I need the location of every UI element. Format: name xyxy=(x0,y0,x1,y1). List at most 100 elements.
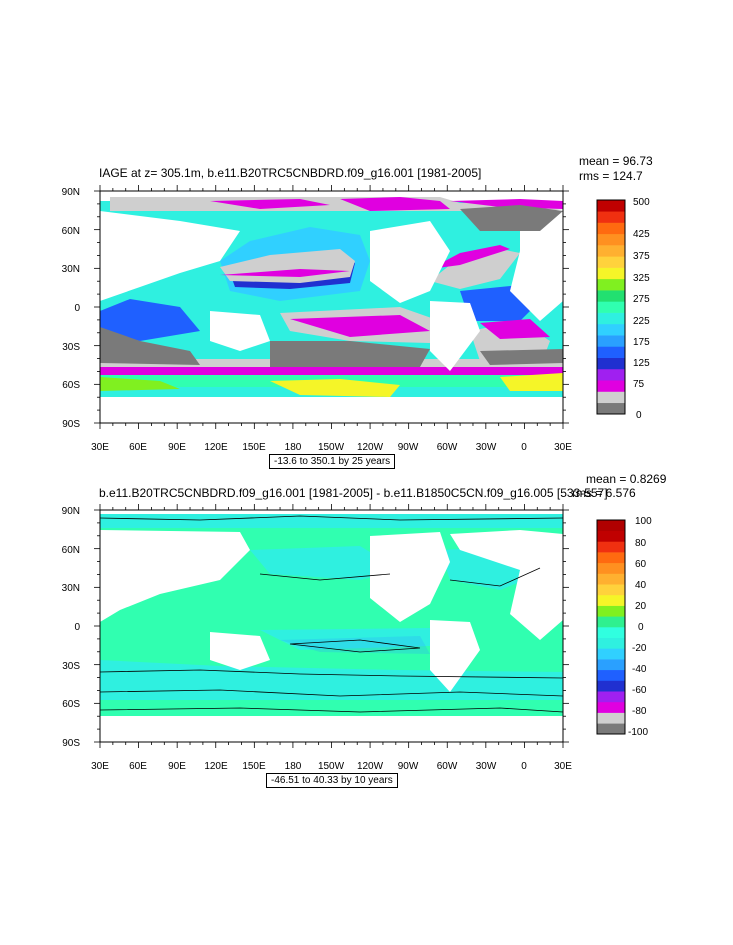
lon-label: 150W xyxy=(318,442,345,453)
colorbar-labels: 500 425 375 325 275 225 175 125 75 0 xyxy=(633,197,650,421)
lon-label: 60W xyxy=(437,761,458,772)
lat-labels: 90N 60N 30N 0 30S 60S 90S xyxy=(62,187,81,430)
colorbar-label: 0 xyxy=(636,410,642,421)
lat-label: 90S xyxy=(62,419,80,430)
field-patch xyxy=(220,269,350,277)
lon-label: 120E xyxy=(204,761,228,772)
field-patch xyxy=(460,205,563,231)
colorbar-labels: 100 80 60 40 20 0 -20 -40 -60 -80 -100 xyxy=(628,516,652,738)
field-patch xyxy=(100,299,200,341)
field-patch xyxy=(250,546,400,580)
colorbar-swatch xyxy=(597,278,625,291)
land-mass xyxy=(370,221,450,303)
land-mass xyxy=(100,211,240,301)
colorbar-label: 425 xyxy=(633,229,650,240)
colorbar-swatch xyxy=(597,520,625,531)
field-patch xyxy=(480,349,563,365)
land-mass xyxy=(100,530,250,622)
colorbar-label: 125 xyxy=(633,358,650,369)
lat-label: 60S xyxy=(62,380,80,391)
colorbar-label: 100 xyxy=(635,516,652,527)
panel-title: b.e11.B20TRC5CNBDRD.f09_g16.001 [1981-20… xyxy=(99,486,608,500)
colorbar-swatch xyxy=(597,573,625,585)
colorbar-swatch xyxy=(597,627,625,638)
field-patch xyxy=(100,700,563,714)
mean-stat: mean = 0.8269 xyxy=(586,472,667,486)
lat-label: 30N xyxy=(62,583,80,594)
colorbar-swatch xyxy=(597,245,625,257)
field-patch xyxy=(340,197,450,211)
colorbar-label: 60 xyxy=(635,559,647,570)
lat-label: 90S xyxy=(62,738,80,749)
field-patch xyxy=(100,510,563,528)
map-1: 90N 60N 30N 0 30S 60S 90S 30E 60E 90E 12… xyxy=(62,185,650,453)
colorbar-label: 80 xyxy=(635,538,647,549)
colorbar-swatch xyxy=(597,402,625,415)
lat-label: 60N xyxy=(62,226,80,237)
lon-label: 30E xyxy=(554,442,572,453)
lon-label: 0 xyxy=(521,761,527,772)
lon-label: 90E xyxy=(168,442,186,453)
lat-label: 90N xyxy=(62,187,80,198)
colorbar-swatch xyxy=(597,605,625,617)
lat-labels: 90N 60N 30N 0 30S 60S 90S xyxy=(62,506,81,749)
lon-labels: 30E 60E 90E 120E 150E 180 150W 120W 90W … xyxy=(91,442,572,453)
colorbar-label: 325 xyxy=(633,273,650,284)
colorbar xyxy=(596,519,626,735)
lon-label: 90E xyxy=(168,761,186,772)
colorbar-swatch xyxy=(597,380,625,392)
field-patch xyxy=(500,373,563,391)
lon-label: 150W xyxy=(318,761,345,772)
colorbar-swatch xyxy=(597,594,625,606)
land-mass xyxy=(370,532,450,622)
field-patch xyxy=(100,367,563,375)
land-mass xyxy=(210,311,270,351)
lat-label: 30S xyxy=(62,661,80,672)
lat-label: 30S xyxy=(62,342,80,353)
colorbar-swatch xyxy=(597,323,625,336)
colorbar-label: 375 xyxy=(633,251,650,262)
lon-label: 30E xyxy=(554,761,572,772)
colorbar-swatch xyxy=(597,723,625,735)
colorbar-label: -60 xyxy=(632,685,647,696)
lon-label: 30W xyxy=(476,442,497,453)
colorbar-label: -20 xyxy=(632,643,647,654)
field-patch xyxy=(290,315,430,337)
colorbar-swatch xyxy=(597,584,625,596)
field-patch xyxy=(260,628,430,650)
lon-label: 60E xyxy=(129,761,147,772)
colorbar-label: 20 xyxy=(635,601,647,612)
land-mass xyxy=(100,397,563,423)
colorbar-swatch xyxy=(597,541,625,553)
lon-label: 180 xyxy=(285,761,302,772)
lon-label: 180 xyxy=(285,442,302,453)
lon-label: 120W xyxy=(357,761,384,772)
lon-label: 120W xyxy=(357,442,384,453)
colorbar-label: -80 xyxy=(632,706,647,717)
colorbar xyxy=(596,199,626,415)
lon-label: 0 xyxy=(521,442,527,453)
colorbar-swatch xyxy=(597,357,625,370)
lat-label: 90N xyxy=(62,506,80,517)
colorbar-swatch xyxy=(597,691,625,703)
colorbar-swatch xyxy=(597,200,625,212)
lon-labels: 30E 60E 90E 120E 150E 180 150W 120W 90W … xyxy=(91,761,572,772)
colorbar-swatch xyxy=(597,256,625,268)
lon-label: 30E xyxy=(91,761,109,772)
axis-ticks xyxy=(94,504,569,748)
contour-info: -13.6 to 350.1 by 25 years xyxy=(269,454,396,469)
land-mass xyxy=(450,530,563,640)
field-patch xyxy=(480,319,550,339)
colorbar-swatch xyxy=(597,301,625,313)
colorbar-label: 225 xyxy=(633,316,650,327)
field-patch xyxy=(100,191,563,201)
colorbar-swatch xyxy=(597,346,625,358)
colorbar-swatch xyxy=(597,659,625,671)
rms-stat: rms = 124.7 xyxy=(579,169,643,183)
lon-label: 30W xyxy=(476,761,497,772)
field-patch xyxy=(100,327,200,365)
land-mass xyxy=(430,620,480,692)
map-2: 90N 60N 30N 0 30S 60S 90S 30E 60E 90E 12… xyxy=(62,504,652,772)
colorbar-swatch xyxy=(597,701,625,713)
lon-label: 90W xyxy=(398,442,419,453)
